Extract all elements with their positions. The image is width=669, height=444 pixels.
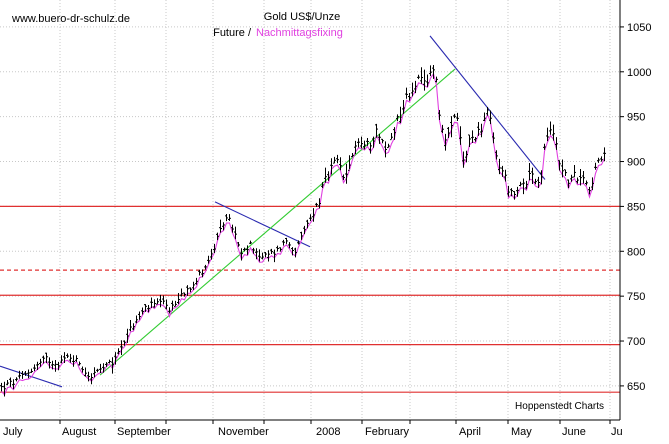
y-tick-label: 750 (627, 291, 645, 303)
grid (0, 0, 620, 420)
trend-line (99, 68, 456, 376)
x-tick-label: 2008 (316, 426, 340, 438)
x-tick-label: April (459, 426, 481, 438)
y-tick-label: 650 (627, 381, 645, 393)
y-tick-label: 1000 (627, 67, 651, 79)
y-tick-label: 700 (627, 336, 645, 348)
chart-subtitle-fixing: Nachmittagsfixing (256, 27, 343, 39)
y-tick-label: 900 (627, 157, 645, 169)
trend-line (0, 365, 63, 388)
axes (0, 0, 621, 421)
x-tick-label: June (562, 426, 586, 438)
trend-line (214, 201, 311, 248)
y-tick-label: 1050 (627, 22, 651, 34)
x-tick-label: Ju (611, 426, 623, 438)
chart-title: Gold US$/Unze (264, 11, 340, 23)
chart-subtitle-future: Future / (213, 27, 252, 39)
watermark: www.buero-dr-schulz.de (11, 13, 130, 25)
source-label: Hoppenstedt Charts (515, 401, 604, 412)
x-tick-label: September (117, 426, 171, 438)
x-tick-label: November (218, 426, 269, 438)
fixing-line (1, 72, 605, 396)
x-tick-label: May (511, 426, 532, 438)
support-resistance-lines (0, 205, 620, 393)
plot-background (0, 0, 620, 420)
fixing-series (1, 72, 605, 396)
x-tick-label: July (3, 426, 23, 438)
future-ohlc-series (0, 65, 606, 397)
y-tick-label: 950 (627, 112, 645, 124)
x-tick-labels: July August September November 2008 February A… (3, 420, 623, 438)
y-tick-label: 800 (627, 246, 645, 258)
y-tick-labels: 650 700 750 800 850 900 950 1000 1050 (620, 22, 651, 393)
y-tick-label: 850 (627, 201, 645, 213)
x-tick-label: February (365, 426, 410, 438)
x-tick-label: August (62, 426, 96, 438)
